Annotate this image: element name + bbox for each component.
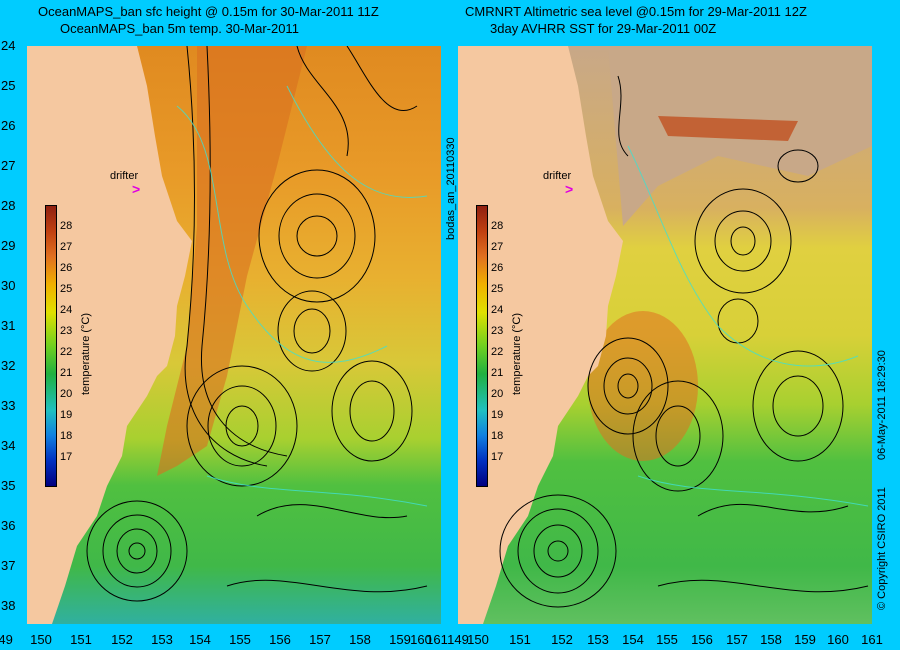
- lon-label-151: 151: [70, 632, 92, 647]
- lat-label-31: 31: [1, 318, 16, 333]
- lon-label-r-161: 161: [861, 632, 883, 647]
- right-cbar-tick-17: 17: [491, 451, 504, 463]
- right-drifter-label: drifter: [543, 170, 572, 182]
- left-title-line2: OceanMAPS_ban 5m temp. 30-Mar-2011: [60, 21, 299, 36]
- right-drifter-marker: >: [565, 181, 574, 197]
- left-map-panel: [27, 46, 441, 624]
- right-cbar-tick-25: 25: [491, 283, 504, 295]
- right-map-panel: [458, 46, 872, 624]
- lat-label-27: 27: [1, 158, 16, 173]
- left-cbar-tick-22: 22: [60, 346, 73, 358]
- lon-label-r-153: 153: [587, 632, 609, 647]
- left-cbar-tick-27: 27: [60, 241, 73, 253]
- right-cbar-tick-20: 20: [491, 388, 504, 400]
- left-cbar-tick-26: 26: [60, 262, 73, 274]
- left-cbar-tick-23: 23: [60, 325, 73, 337]
- lon-label-153: 153: [151, 632, 173, 647]
- lat-label-28: 28: [1, 198, 16, 213]
- left-drifter-label: drifter: [110, 170, 139, 182]
- left-panel-side-label: bodas_an_20110330: [445, 137, 457, 240]
- right-cbar-tick-21: 21: [491, 367, 504, 379]
- right-title-line2: 3day AVHRR SST for 29-Mar-2011 00Z: [490, 21, 717, 36]
- left-cbar-tick-21: 21: [60, 367, 73, 379]
- lon-label-156: 156: [269, 632, 291, 647]
- left-cbar-tick-24: 24: [60, 304, 73, 316]
- right-cloud-edge: [658, 116, 798, 141]
- lat-label-35: 35: [1, 478, 16, 493]
- lon-label-r-157: 157: [726, 632, 748, 647]
- lat-label-32: 32: [1, 358, 16, 373]
- lat-label-36: 36: [1, 518, 16, 533]
- lon-label-152: 152: [111, 632, 133, 647]
- right-title-line1: CMRNRT Altimetric sea level @0.15m for 2…: [465, 4, 807, 19]
- left-colorbar: [45, 205, 57, 487]
- left-cbar-label: temperature (°C): [80, 312, 92, 395]
- lon-label-r-159: 159: [794, 632, 816, 647]
- lon-label-149: 149: [0, 632, 13, 647]
- lon-label-r-158: 158: [760, 632, 782, 647]
- lon-label-r-152: 152: [551, 632, 573, 647]
- lon-label-r-154: 154: [622, 632, 644, 647]
- right-cbar-tick-27: 27: [491, 241, 504, 253]
- lat-label-30: 30: [1, 278, 16, 293]
- lon-label-154: 154: [189, 632, 211, 647]
- copyright-label: © Copyright CSIRO 2011: [876, 487, 888, 610]
- left-isotherms: [176, 85, 428, 507]
- left-land: [27, 46, 192, 624]
- lat-label-26: 26: [1, 118, 16, 133]
- lon-label-r-160: 160: [827, 632, 849, 647]
- left-cbar-tick-25: 25: [60, 283, 73, 295]
- lat-label-29: 29: [1, 238, 16, 253]
- lon-label-155: 155: [229, 632, 251, 647]
- left-cbar-tick-18: 18: [60, 430, 73, 442]
- left-map-svg: [27, 46, 441, 624]
- lon-label-161: 161: [426, 632, 448, 647]
- lon-label-r-156: 156: [691, 632, 713, 647]
- left-title-line1: OceanMAPS_ban sfc height @ 0.15m for 30-…: [38, 4, 379, 19]
- right-isotherms: [627, 145, 869, 507]
- lon-label-150: 150: [30, 632, 52, 647]
- lat-label-37: 37: [1, 558, 16, 573]
- lon-label-159: 159: [389, 632, 411, 647]
- left-cbar-tick-20: 20: [60, 388, 73, 400]
- right-map-svg: [458, 46, 872, 624]
- right-cbar-tick-24: 24: [491, 304, 504, 316]
- left-warm-current: [157, 46, 307, 476]
- right-warm-eddy: [588, 311, 698, 461]
- lon-label-r-151: 151: [509, 632, 531, 647]
- lon-label-158: 158: [349, 632, 371, 647]
- right-cbar-tick-18: 18: [491, 430, 504, 442]
- lat-label-38: 38: [1, 598, 16, 613]
- lat-label-34: 34: [1, 438, 16, 453]
- right-cbar-tick-22: 22: [491, 346, 504, 358]
- left-cbar-tick-28: 28: [60, 220, 73, 232]
- lat-label-25: 25: [1, 78, 16, 93]
- lon-label-r-150: 150: [467, 632, 489, 647]
- lat-label-33: 33: [1, 398, 16, 413]
- right-cbar-tick-23: 23: [491, 325, 504, 337]
- lon-label-157: 157: [309, 632, 331, 647]
- right-land: [458, 46, 623, 624]
- left-contours: [86, 46, 428, 602]
- right-panel-timestamp: 06-May-2011 18:29:30: [876, 350, 888, 460]
- right-cbar-tick-19: 19: [491, 409, 504, 421]
- right-cbar-tick-28: 28: [491, 220, 504, 232]
- lon-label-160: 160: [410, 632, 432, 647]
- right-colorbar: [476, 205, 488, 487]
- left-cbar-tick-17: 17: [60, 451, 73, 463]
- lat-label-24: 24: [1, 38, 16, 53]
- right-cbar-label: temperature (°C): [511, 312, 523, 395]
- lon-label-r-155: 155: [656, 632, 678, 647]
- right-cbar-tick-26: 26: [491, 262, 504, 274]
- left-drifter-marker: >: [132, 181, 141, 197]
- left-cbar-tick-19: 19: [60, 409, 73, 421]
- right-contours: [499, 75, 869, 608]
- lon-label-r-149: 149: [447, 632, 469, 647]
